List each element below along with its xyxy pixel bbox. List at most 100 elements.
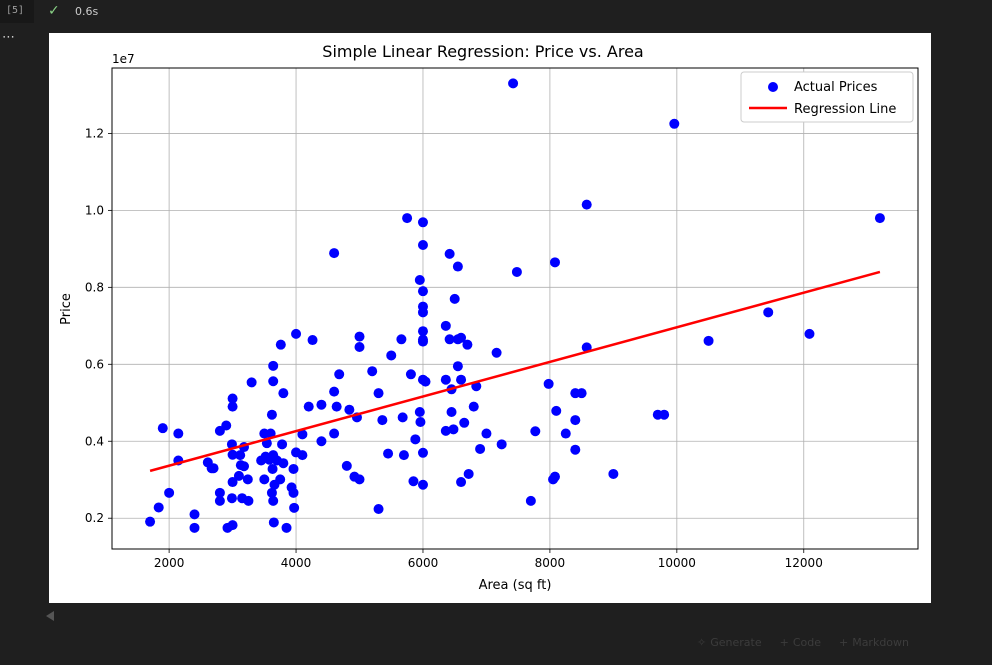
markdown-label: Markdown [852, 635, 910, 649]
data-point [329, 386, 340, 397]
data-point [446, 407, 457, 418]
data-point [288, 463, 299, 474]
data-point [297, 450, 308, 461]
data-point [316, 399, 327, 410]
data-point [669, 118, 680, 129]
data-point [475, 443, 486, 454]
chart-points [145, 78, 885, 533]
data-point [227, 401, 238, 412]
data-point [440, 425, 451, 436]
data-point [268, 517, 279, 528]
data-point [189, 509, 200, 520]
data-point [581, 199, 592, 210]
data-point [415, 417, 426, 428]
data-point [268, 360, 279, 371]
code-label: Code [792, 635, 821, 649]
data-point [239, 461, 250, 472]
data-point [408, 476, 419, 487]
x-tick-label: 2000 [154, 556, 185, 570]
data-point [548, 474, 559, 485]
data-point [153, 502, 164, 513]
data-point [214, 487, 225, 498]
data-point [402, 213, 413, 224]
x-axis-label: Area (sq ft) [479, 578, 552, 593]
data-point [278, 388, 289, 399]
data-point [417, 479, 428, 490]
data-point [452, 361, 463, 372]
data-point [227, 393, 238, 404]
data-point [440, 320, 451, 331]
data-point [377, 415, 388, 426]
add-markdown-button[interactable]: + Markdown [839, 633, 909, 651]
cell-status-bar: ✓ 0.6s [34, 0, 992, 23]
data-point [414, 275, 425, 286]
data-point [267, 463, 278, 474]
data-point [549, 257, 560, 268]
data-point [410, 434, 421, 445]
plot-frame [111, 67, 919, 550]
data-point [581, 342, 592, 353]
data-point [396, 334, 407, 345]
data-point [444, 248, 455, 259]
data-point [266, 487, 277, 498]
add-code-button[interactable]: + Code [780, 633, 821, 651]
data-point [456, 477, 467, 488]
chart-ticks: 2000 4000 6000 8000 10000 12000 0.2 0.4 0.6 0.8 1.… [85, 126, 823, 570]
data-point [260, 451, 271, 462]
more-actions-icon[interactable]: ⋯ [2, 30, 15, 45]
data-point [543, 378, 554, 389]
data-point [448, 424, 459, 435]
data-point [189, 522, 200, 533]
x-tick-label: 8000 [535, 556, 566, 570]
data-point [344, 404, 355, 415]
generate-label: Generate [710, 635, 762, 649]
data-point [508, 78, 519, 89]
data-point [331, 401, 342, 412]
data-point [235, 450, 246, 461]
data-point [417, 286, 428, 297]
execution-count: [5] [6, 5, 25, 16]
data-point [405, 369, 416, 380]
data-point [444, 334, 455, 345]
data-point [307, 335, 318, 346]
data-point [703, 335, 714, 346]
scatter-chart: 2000 4000 6000 8000 10000 12000 0.2 0.4 0.6 0.8 1.… [59, 42, 919, 593]
data-point [570, 388, 581, 399]
data-point [383, 448, 394, 459]
data-point [373, 503, 384, 514]
collapse-output-icon[interactable] [46, 611, 54, 621]
data-point [329, 428, 340, 439]
data-point [303, 401, 314, 412]
data-point [233, 470, 244, 481]
data-point [874, 213, 885, 224]
data-point [329, 248, 340, 259]
cell-output: 2000 4000 6000 8000 10000 12000 0.2 0.4 0.6 0.8 1.… [49, 33, 931, 603]
sparkle-icon: ✧ [697, 635, 707, 649]
regression-line [149, 270, 881, 473]
data-point [414, 407, 425, 418]
data-point [266, 409, 277, 420]
data-point [608, 468, 619, 479]
data-point [459, 417, 470, 428]
legend-marker-actual-prices [768, 82, 778, 92]
plus-icon: + [838, 635, 849, 649]
generate-button[interactable]: ✧ Generate [697, 633, 762, 651]
x-tick-label: 10000 [658, 556, 696, 570]
data-point [386, 350, 397, 361]
data-point [227, 520, 238, 531]
data-point [417, 336, 428, 347]
data-point [268, 495, 279, 506]
data-point [530, 426, 541, 437]
y-axis-label: Price [59, 293, 74, 325]
data-point [145, 516, 156, 527]
data-point [804, 328, 815, 339]
data-point [164, 487, 175, 498]
y-tick-label: 0.6 [85, 357, 104, 371]
data-point [570, 444, 581, 455]
data-point [157, 423, 168, 434]
y-tick-label: 1.0 [85, 203, 104, 217]
data-point [297, 429, 308, 440]
data-point [289, 502, 300, 513]
data-point [272, 455, 283, 466]
data-point [214, 495, 225, 506]
